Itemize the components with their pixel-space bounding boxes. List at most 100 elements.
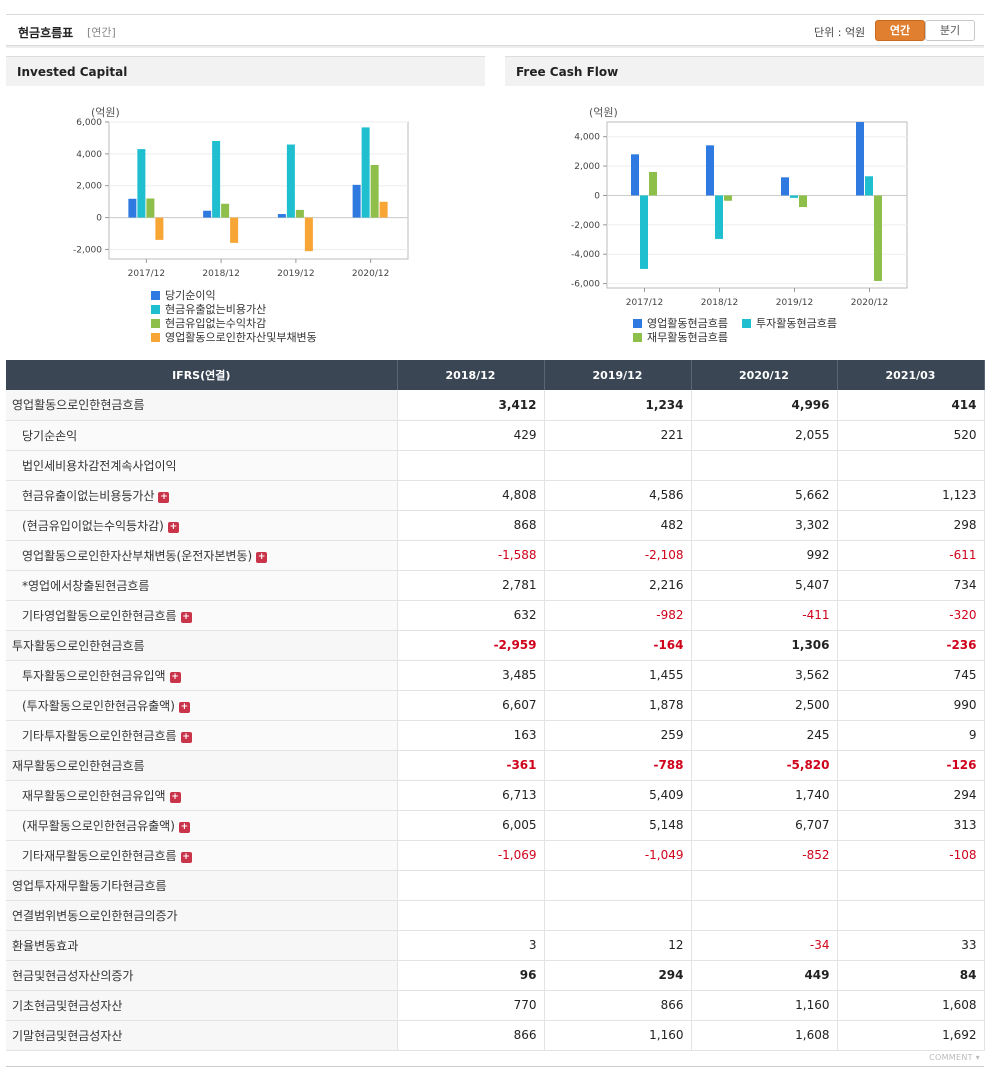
x-tick-label: 2019/12 <box>277 269 314 279</box>
row-label-text: 연결범위변동으로인한현금의증가 <box>12 909 178 923</box>
bar[interactable] <box>305 218 313 252</box>
bar[interactable] <box>203 211 211 218</box>
y-tick-label: 0 <box>594 191 600 201</box>
legend-label[interactable]: 투자활동현금흐름 <box>756 316 837 330</box>
value-cell: 1,160 <box>544 1020 691 1050</box>
row-label-text: 기말현금및현금성자산 <box>12 1029 122 1043</box>
bar[interactable] <box>799 195 807 207</box>
bar[interactable] <box>155 218 163 240</box>
row-label-text: 기초현금및현금성자산 <box>12 999 122 1013</box>
table-row: 재무활동으로인한현금흐름 -361 -788 -5,820 -126 <box>6 750 984 780</box>
value-cell: 5,407 <box>691 570 837 600</box>
bar[interactable] <box>146 198 154 217</box>
value-cell: 84 <box>837 960 984 990</box>
value-cell: 5,662 <box>691 480 837 510</box>
value-cell <box>544 450 691 480</box>
bar[interactable] <box>353 185 361 218</box>
y-tick-label: -4,000 <box>571 250 600 260</box>
expand-icon[interactable]: + <box>168 522 179 533</box>
expand-icon[interactable]: + <box>181 732 192 743</box>
column-header: 2018/12 <box>397 360 544 390</box>
expand-icon[interactable]: + <box>256 552 267 563</box>
row-label: (재무활동으로인한현금유출액) + <box>6 810 397 840</box>
bar[interactable] <box>287 145 295 218</box>
bar[interactable] <box>230 218 238 243</box>
table-header-row: IFRS(연결) 2018/12 2019/12 2020/12 2021/03 <box>6 360 984 390</box>
free-cash-flow-chart: (억원)4,0002,0000-2,000-4,000-6,0002017/12… <box>505 86 984 356</box>
column-header: 2021/03 <box>837 360 984 390</box>
value-cell: 259 <box>544 720 691 750</box>
bar[interactable] <box>631 154 639 195</box>
value-cell: 990 <box>837 690 984 720</box>
row-label: 기초현금및현금성자산 <box>6 990 397 1020</box>
row-label: 법인세비용차감전계속사업이익 <box>6 450 397 480</box>
legend-swatch <box>633 319 642 328</box>
x-tick-label: 2017/12 <box>626 298 663 308</box>
value-cell <box>691 870 837 900</box>
expand-icon[interactable]: + <box>170 672 181 683</box>
expand-icon[interactable]: + <box>179 702 190 713</box>
value-cell: 5,409 <box>544 780 691 810</box>
bar[interactable] <box>649 172 657 196</box>
value-cell: -236 <box>837 630 984 660</box>
value-cell <box>397 900 544 930</box>
row-label: *영업에서창출된현금흐름 <box>6 570 397 600</box>
row-label-text: 영업활동으로인한현금흐름 <box>12 398 144 412</box>
row-label: 기타재무활동으로인한현금흐름 + <box>6 840 397 870</box>
row-label: 투자활동으로인한현금흐름 <box>6 630 397 660</box>
value-cell: 1,123 <box>837 480 984 510</box>
table-row: 기타재무활동으로인한현금흐름 + -1,069 -1,049 -852 -108 <box>6 840 984 870</box>
bar[interactable] <box>715 195 723 238</box>
legend-label[interactable]: 당기순이익 <box>165 289 216 302</box>
expand-icon[interactable]: + <box>181 852 192 863</box>
expand-icon[interactable]: + <box>170 792 181 803</box>
tab-annual[interactable]: 연간 <box>875 20 925 41</box>
row-label: 현금및현금성자산의증가 <box>6 960 397 990</box>
bar[interactable] <box>371 165 379 218</box>
value-cell: 3,562 <box>691 660 837 690</box>
row-label-text: 영업투자재무활동기타현금흐름 <box>12 879 167 893</box>
bar[interactable] <box>278 214 286 218</box>
bar[interactable] <box>874 195 882 280</box>
bar[interactable] <box>724 195 732 200</box>
bar[interactable] <box>781 177 789 195</box>
bar[interactable] <box>362 127 370 217</box>
bar[interactable] <box>296 210 304 218</box>
table-row: 투자활동으로인한현금유입액 +3,485 1,455 3,562 745 <box>6 660 984 690</box>
row-label-text: 기타투자활동으로인한현금흐름 <box>22 729 177 743</box>
value-cell: 1,878 <box>544 690 691 720</box>
legend-label[interactable]: 영업활동현금흐름 <box>647 316 728 330</box>
value-cell: 294 <box>837 780 984 810</box>
y-tick-label: -2,000 <box>73 245 102 255</box>
row-label: 기타투자활동으로인한현금흐름 + <box>6 720 397 750</box>
legend-label[interactable]: 재무활동현금흐름 <box>647 330 728 344</box>
bar[interactable] <box>706 145 714 195</box>
value-cell: 3,412 <box>397 390 544 420</box>
value-cell: 1,234 <box>544 390 691 420</box>
expand-icon[interactable]: + <box>179 822 190 833</box>
legend-swatch <box>633 333 642 342</box>
bar[interactable] <box>137 149 145 218</box>
comment-link[interactable]: COMMENT ▾ <box>929 1053 980 1062</box>
bar[interactable] <box>856 122 864 195</box>
expand-icon[interactable]: + <box>181 612 192 623</box>
bar[interactable] <box>790 195 798 197</box>
tab-quarter[interactable]: 분기 <box>925 20 975 41</box>
legend-label[interactable]: 현금유입없는수익차감 <box>165 317 266 330</box>
row-label-text: (현금유입이없는수익등차감) <box>22 519 164 533</box>
legend-label[interactable]: 현금유출없는비용가산 <box>165 303 266 316</box>
bar[interactable] <box>865 176 873 195</box>
bar[interactable] <box>380 202 388 218</box>
expand-icon[interactable]: + <box>158 492 169 503</box>
value-cell: -1,588 <box>397 540 544 570</box>
value-cell: 313 <box>837 810 984 840</box>
legend-label[interactable]: 영업활동으로인한자산및부채변동 <box>165 330 317 344</box>
row-label-text: 기타재무활동으로인한현금흐름 <box>22 849 177 863</box>
bar[interactable] <box>640 195 648 268</box>
bar[interactable] <box>221 204 229 218</box>
row-label-text: (재무활동으로인한현금유출액) <box>22 819 175 833</box>
bar[interactable] <box>212 141 220 218</box>
value-cell: -1,069 <box>397 840 544 870</box>
row-label: 투자활동으로인한현금유입액 + <box>6 660 397 690</box>
bar[interactable] <box>128 199 136 218</box>
